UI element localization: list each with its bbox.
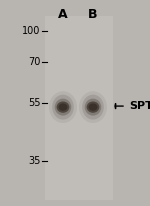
Text: A: A bbox=[58, 8, 68, 21]
Ellipse shape bbox=[58, 103, 68, 111]
Ellipse shape bbox=[57, 102, 69, 113]
Text: B: B bbox=[88, 8, 98, 21]
Text: 70: 70 bbox=[28, 57, 40, 67]
Bar bbox=[45, 16, 112, 200]
Text: SPT2: SPT2 bbox=[129, 101, 150, 111]
Text: 55: 55 bbox=[28, 98, 40, 108]
Ellipse shape bbox=[87, 102, 99, 113]
Ellipse shape bbox=[55, 99, 71, 116]
Ellipse shape bbox=[52, 95, 74, 119]
Ellipse shape bbox=[82, 95, 104, 119]
Ellipse shape bbox=[79, 91, 107, 123]
Ellipse shape bbox=[49, 91, 77, 123]
Ellipse shape bbox=[88, 103, 98, 111]
Text: 35: 35 bbox=[28, 156, 40, 166]
Ellipse shape bbox=[85, 99, 101, 116]
Text: 100: 100 bbox=[22, 26, 40, 36]
